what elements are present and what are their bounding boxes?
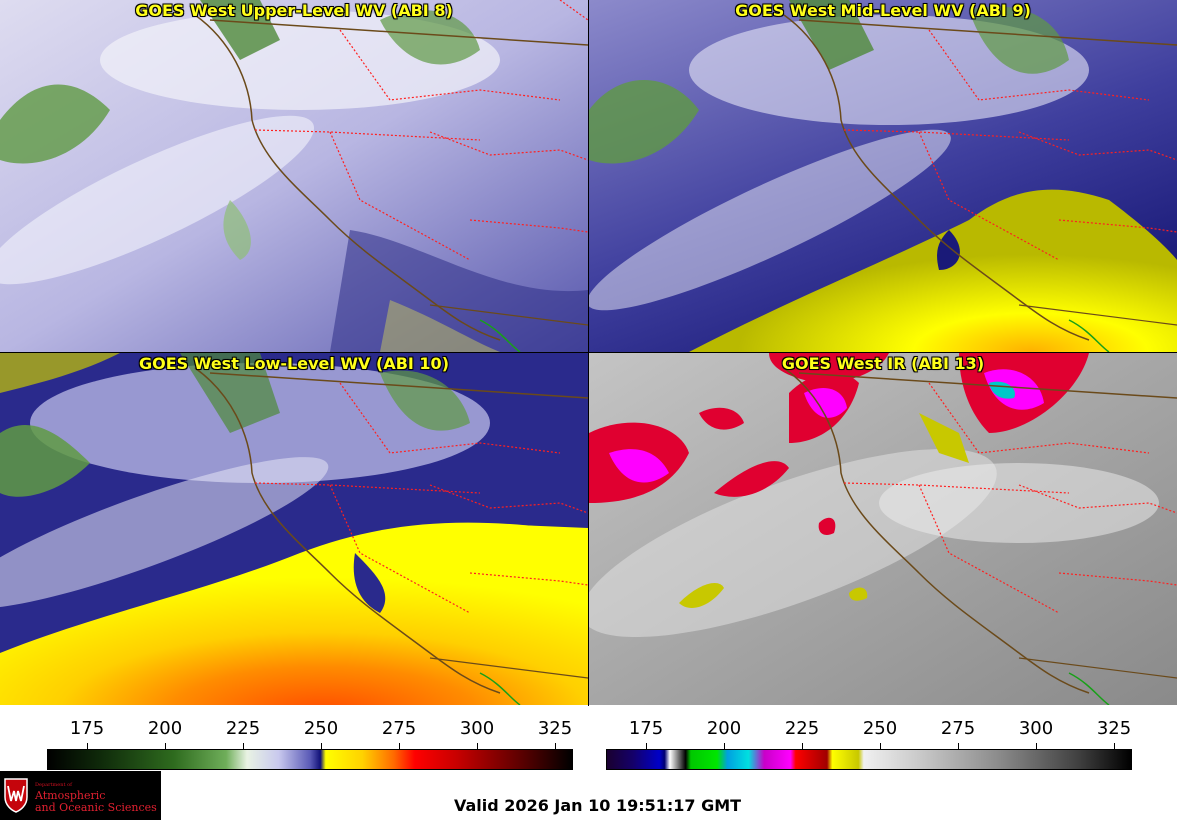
panel-divider-vertical	[588, 0, 589, 706]
panel-mid-level-wv: GOES West Mid-Level WV (ABI 9)	[589, 0, 1177, 352]
colorbar-ir-tick-label: 175	[628, 718, 664, 739]
colorbar-wv-tick-label: 200	[147, 718, 183, 739]
aos-logo[interactable]: Department of Atmospheric and Oceanic Sc…	[0, 771, 161, 820]
logo-name-line1: Atmospheric	[35, 789, 106, 802]
colorbar-ir-tick	[880, 743, 881, 749]
panel-title: GOES West Mid-Level WV (ABI 9)	[735, 1, 1031, 20]
colorbar-wv-tick-label: 250	[303, 718, 339, 739]
colorbar-ir-tick	[958, 743, 959, 749]
colorbar-wv-tick-label: 175	[69, 718, 105, 739]
colorbar-wv-tick	[87, 743, 88, 749]
logo-dept-text: Department of	[35, 782, 72, 788]
colorbar-ir-tick-label: 250	[862, 718, 898, 739]
colorbar-wv-tick	[399, 743, 400, 749]
colorbar-wv-tick	[243, 743, 244, 749]
colorbar-ir-tick-label: 275	[940, 718, 976, 739]
colorbar-ir-tick-label: 300	[1018, 718, 1054, 739]
colorbar-wv-tick	[477, 743, 478, 749]
panel-ir: GOES West IR (ABI 13)	[589, 353, 1177, 705]
ir-image	[589, 353, 1177, 705]
colorbar-ir-tick-label: 325	[1096, 718, 1132, 739]
colorbar-ir-tick	[646, 743, 647, 749]
colorbar-ir-tick	[724, 743, 725, 749]
colorbar-ir-tick-label: 225	[784, 718, 820, 739]
colorbar-wv-tick	[321, 743, 322, 749]
logo-name-line2: and Oceanic Sciences	[35, 801, 157, 814]
colorbar-ir	[606, 749, 1132, 770]
colorbar-wv-tick-label: 300	[459, 718, 495, 739]
colorbar-ir-tick	[1114, 743, 1115, 749]
colorbar-wv	[47, 749, 573, 770]
panel-low-level-wv: GOES West Low-Level WV (ABI 10)	[0, 353, 588, 705]
colorbar-wv-tick	[555, 743, 556, 749]
panel-title: GOES West Upper-Level WV (ABI 8)	[135, 1, 453, 20]
colorbar-ir-tick-label: 200	[706, 718, 742, 739]
colorbar-wv-tick-label: 325	[537, 718, 573, 739]
upper-level-wv-image	[0, 0, 588, 352]
colorbar-wv-tick-label: 275	[381, 718, 417, 739]
uw-crest-icon	[4, 778, 28, 813]
panel-title: GOES West Low-Level WV (ABI 10)	[138, 354, 449, 373]
colorbar-wv-tick-label: 225	[225, 718, 261, 739]
valid-time: Valid 2026 Jan 10 19:51:17 GMT	[454, 796, 742, 815]
colorbar-wv-tick	[165, 743, 166, 749]
panel-divider-horizontal	[0, 352, 1177, 353]
colorbar-ir-tick	[802, 743, 803, 749]
panel-title: GOES West IR (ABI 13)	[781, 354, 985, 373]
mid-level-wv-image	[589, 0, 1177, 352]
colorbar-ir-tick	[1036, 743, 1037, 749]
low-level-wv-image	[0, 353, 588, 705]
panel-upper-level-wv: GOES West Upper-Level WV (ABI 8)	[0, 0, 588, 352]
